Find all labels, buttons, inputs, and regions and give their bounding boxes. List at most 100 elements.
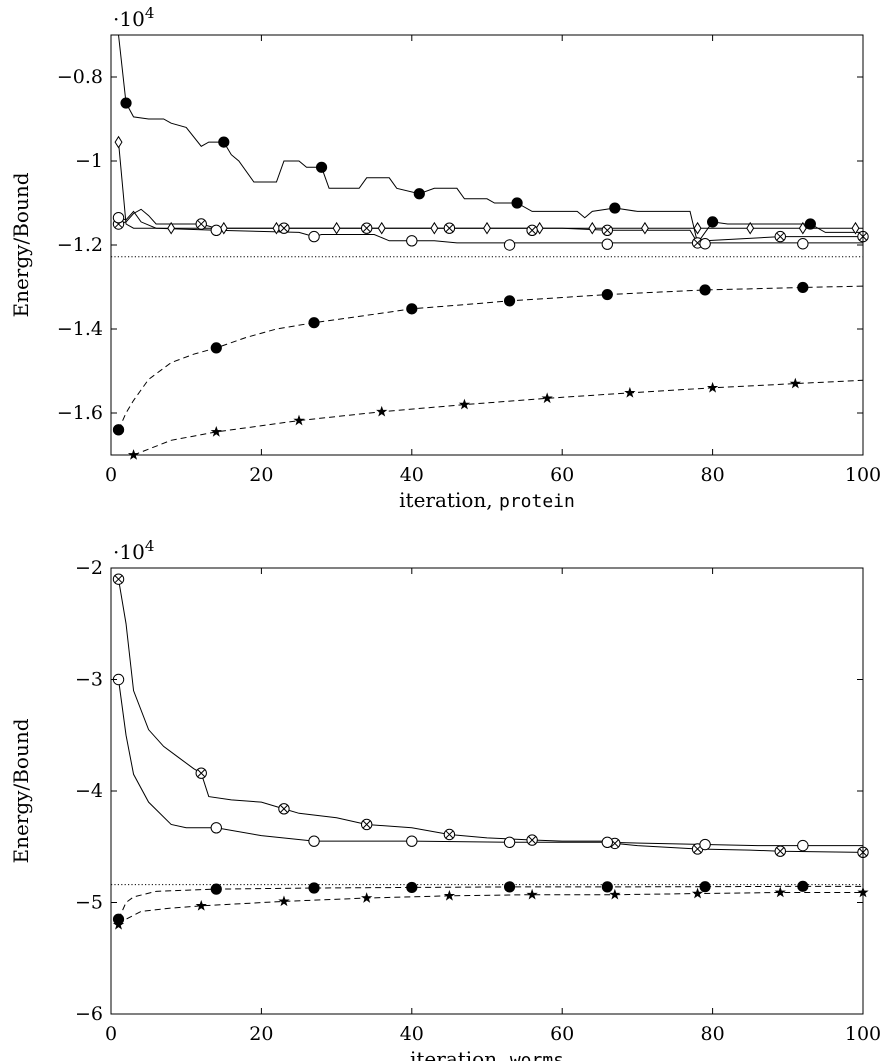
data-point-2-15 xyxy=(851,221,860,235)
data-point-2-14 xyxy=(798,221,807,235)
data-point-6-6 xyxy=(601,288,613,301)
data-point-4-4 xyxy=(406,881,418,894)
y-tick-label: −1 xyxy=(75,150,103,172)
y-tick-label: −0.8 xyxy=(57,66,103,88)
x-tick-label: 0 xyxy=(105,464,117,486)
data-point-4-6 xyxy=(601,881,613,893)
data-point-4-1 xyxy=(112,212,125,224)
y-tick-label: −2 xyxy=(75,557,103,579)
series-line-4 xyxy=(118,210,863,244)
data-point-1-2 xyxy=(195,767,207,779)
y-axis-label: Energy/Bound xyxy=(9,718,33,863)
plot-frame xyxy=(110,34,864,456)
data-point-7-8 xyxy=(706,381,719,393)
data-point-4-5 xyxy=(503,239,516,251)
data-point-3-9 xyxy=(774,230,786,243)
data-point-1-4 xyxy=(360,818,373,831)
data-point-2-8 xyxy=(483,221,491,235)
data-point-4-3 xyxy=(308,230,320,243)
data-point-4-2 xyxy=(210,224,222,237)
plot-area xyxy=(111,35,863,455)
data-point-5-3 xyxy=(278,895,290,907)
plot-area xyxy=(111,579,863,926)
data-point-1-1 xyxy=(112,573,125,585)
x-tick-label: 20 xyxy=(249,1023,273,1045)
data-point-1-6 xyxy=(526,834,538,846)
data-point-7-2 xyxy=(210,425,222,437)
data-point-2-5 xyxy=(332,221,341,235)
data-point-3-4 xyxy=(360,222,373,234)
data-point-7-6 xyxy=(541,392,553,404)
series-line-1 xyxy=(118,579,863,853)
data-point-5-2 xyxy=(195,899,207,911)
x-tick-label: 80 xyxy=(701,464,725,486)
data-point-5-9 xyxy=(774,886,786,898)
y-tick-label: −4 xyxy=(75,780,103,802)
data-point-1-6 xyxy=(609,202,621,214)
y-axis-label: Energy/Bound xyxy=(9,172,33,317)
x-tick-label: 40 xyxy=(400,1023,424,1045)
y-tick-label: −5 xyxy=(75,892,103,914)
data-point-5-8 xyxy=(691,887,704,899)
y-tick-label: −1.4 xyxy=(57,318,103,340)
data-point-7-3 xyxy=(293,414,305,426)
data-point-2-9 xyxy=(535,221,544,235)
x-axis-label: iteration, protein xyxy=(399,488,575,512)
plot-frame xyxy=(110,567,864,1015)
data-point-3-6 xyxy=(526,224,538,237)
data-point-2-7 xyxy=(699,838,711,851)
data-point-3-7 xyxy=(601,224,614,237)
data-point-4-5 xyxy=(503,881,516,893)
data-point-2-12 xyxy=(693,221,702,235)
chart-panel-2: 0 20 40 60 80 100 −6 −5 −4 −3 −2 ·104 iteration, wor… xyxy=(9,537,881,1061)
x-axis-label: iteration, worms xyxy=(410,1047,564,1061)
x-tick-label: 80 xyxy=(701,1023,725,1045)
chart-panel-1: 0 20 40 60 80 100 −1.6 −1.4 −1.2 −1 −0.8 ·104 iterat… xyxy=(9,4,881,512)
data-point-1-5 xyxy=(443,828,456,841)
data-point-6-7 xyxy=(699,284,711,296)
data-point-2-3 xyxy=(219,221,228,235)
x-tick-label: 20 xyxy=(249,464,273,486)
data-point-6-4 xyxy=(406,303,418,315)
data-point-1-2 xyxy=(218,136,230,148)
series-line-2 xyxy=(118,142,863,229)
data-point-2-8 xyxy=(797,839,809,852)
x-tick-label: 60 xyxy=(550,464,574,486)
y-tick-label: −3 xyxy=(75,669,103,691)
data-point-1-5 xyxy=(511,197,523,209)
data-point-4-6 xyxy=(601,238,614,250)
series-line-6 xyxy=(118,285,863,431)
data-point-1-7 xyxy=(706,216,719,228)
data-point-2-3 xyxy=(308,835,320,847)
data-point-6-5 xyxy=(503,295,516,307)
x-tick-label: 60 xyxy=(550,1023,574,1045)
series-line-5 xyxy=(118,891,863,926)
data-point-7-7 xyxy=(624,386,636,398)
data-point-4-8 xyxy=(797,238,809,250)
data-point-4-7 xyxy=(699,881,711,893)
data-point-3-3 xyxy=(278,222,290,234)
data-point-4-7 xyxy=(699,238,711,250)
data-point-2-5 xyxy=(503,836,516,848)
data-point-2-11 xyxy=(640,221,649,235)
data-point-5-5 xyxy=(443,889,456,901)
data-point-2-4 xyxy=(406,835,418,847)
data-point-2-2 xyxy=(167,221,176,235)
data-point-2-10 xyxy=(588,221,597,235)
data-point-2-1 xyxy=(114,135,123,149)
data-point-2-6 xyxy=(601,836,614,848)
data-point-1-3 xyxy=(278,803,290,815)
x-tick-label: 0 xyxy=(105,1023,117,1045)
data-point-1-9 xyxy=(774,845,786,857)
data-point-5-4 xyxy=(361,892,373,903)
y-multiplier: ·104 xyxy=(113,537,154,564)
x-tick-label: 40 xyxy=(400,464,424,486)
x-tick-label: 100 xyxy=(845,1023,881,1045)
y-multiplier: ·104 xyxy=(113,4,154,31)
data-point-7-9 xyxy=(789,377,801,389)
markers xyxy=(112,573,869,930)
y-tick-label: −6 xyxy=(75,1003,103,1025)
data-point-6-8 xyxy=(797,281,809,294)
data-point-2-2 xyxy=(210,822,222,834)
